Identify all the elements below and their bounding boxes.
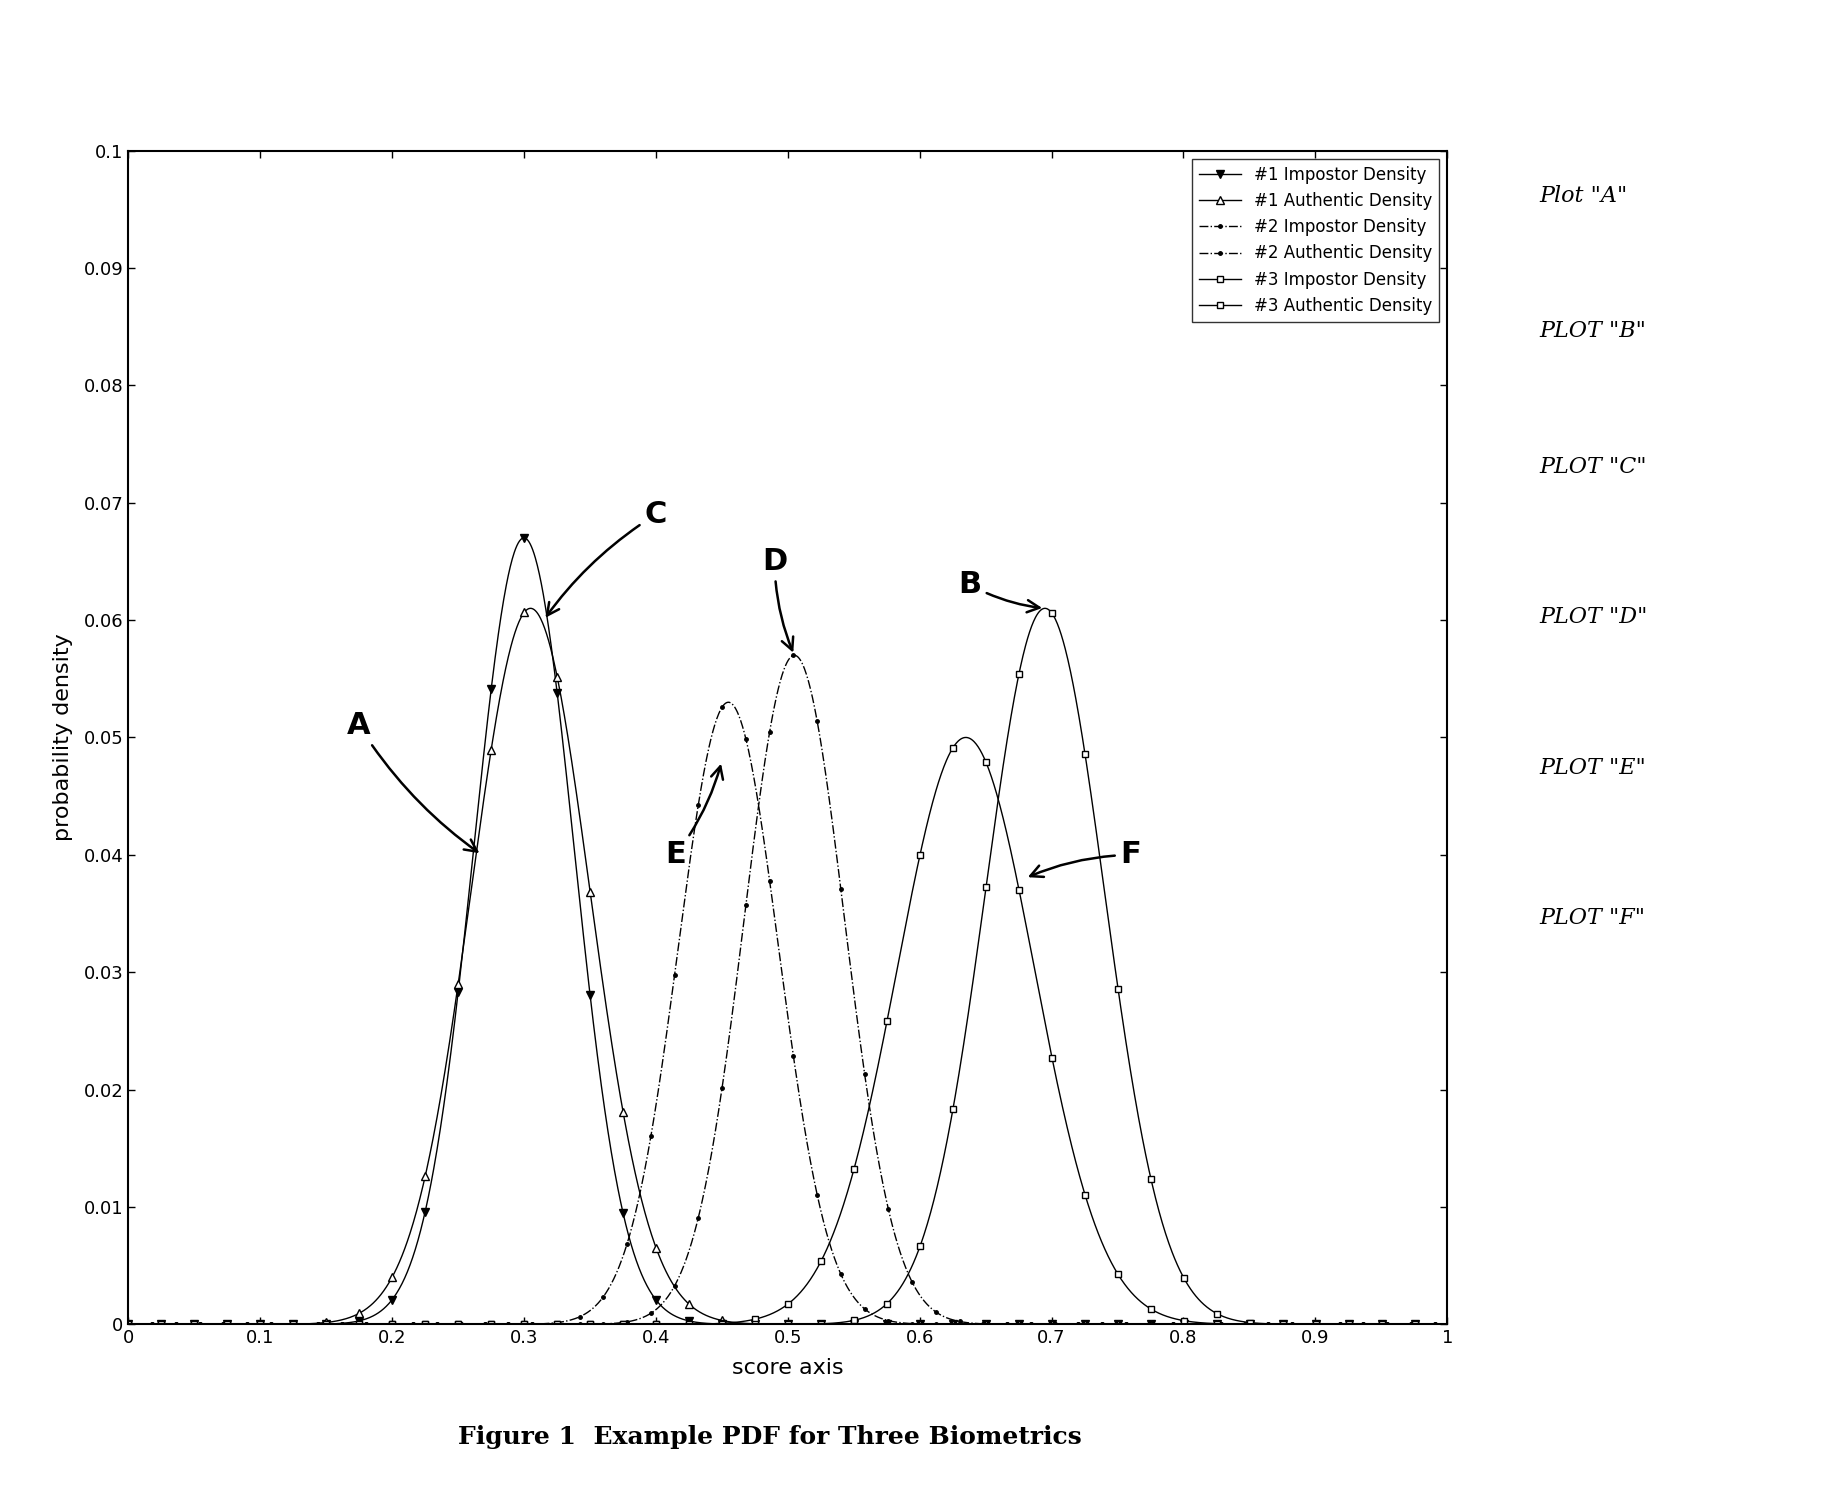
#2 Authentic Density (758, 722, 780, 740)
#3 Impostor Density (1398, 1315, 1420, 1333)
#2 Impostor Density (1156, 1315, 1178, 1333)
#3 Authentic Density (1033, 599, 1055, 617)
#3 Impostor Density (954, 728, 976, 746)
Text: PLOT "D": PLOT "D" (1539, 607, 1647, 628)
#2 Impostor Density (724, 698, 746, 716)
Line: #1 Authentic Density: #1 Authentic Density (125, 604, 1451, 1329)
#3 Impostor Density (758, 1305, 780, 1323)
#2 Impostor Density (758, 876, 780, 894)
Text: D: D (762, 546, 793, 650)
#1 Impostor Density (758, 1315, 780, 1333)
#1 Authentic Density (520, 599, 542, 617)
#1 Impostor Density (724, 1315, 746, 1333)
Text: PLOT "B": PLOT "B" (1539, 321, 1645, 342)
Text: B: B (958, 570, 1039, 613)
Text: F: F (1030, 840, 1141, 877)
#3 Authentic Density (1436, 1315, 1458, 1333)
Text: PLOT "C": PLOT "C" (1539, 456, 1647, 477)
Text: PLOT "F": PLOT "F" (1539, 908, 1645, 929)
#2 Authentic Density (1398, 1315, 1420, 1333)
#2 Impostor Density (117, 1315, 139, 1333)
#2 Impostor Density (1436, 1315, 1458, 1333)
#1 Impostor Density (117, 1315, 139, 1333)
Text: E: E (665, 766, 724, 870)
#1 Authentic Density (117, 1315, 139, 1333)
#3 Impostor Density (185, 1315, 207, 1333)
Legend: #1 Impostor Density, #1 Authentic Density, #2 Impostor Density, #2 Authentic Den: #1 Impostor Density, #1 Authentic Densit… (1193, 160, 1438, 322)
Line: #1 Impostor Density: #1 Impostor Density (125, 534, 1451, 1329)
#2 Authentic Density (1398, 1315, 1420, 1333)
Line: #2 Impostor Density: #2 Impostor Density (125, 698, 1451, 1327)
#3 Impostor Density (1156, 1308, 1178, 1326)
#1 Authentic Density (724, 1314, 746, 1332)
Line: #3 Authentic Density: #3 Authentic Density (125, 605, 1451, 1327)
#2 Impostor Density (185, 1315, 207, 1333)
#1 Impostor Density (1156, 1315, 1178, 1333)
Line: #2 Authentic Density: #2 Authentic Density (125, 652, 1451, 1327)
#1 Impostor Density (513, 528, 535, 546)
Y-axis label: probability density: probability density (53, 634, 73, 841)
#1 Impostor Density (1398, 1315, 1420, 1333)
#3 Impostor Density (117, 1315, 139, 1333)
#2 Impostor Density (1398, 1315, 1420, 1333)
#3 Authentic Density (185, 1315, 207, 1333)
#3 Authentic Density (1156, 1230, 1178, 1248)
#3 Authentic Density (758, 1315, 780, 1333)
#2 Impostor Density (718, 694, 740, 712)
#2 Authentic Density (185, 1315, 207, 1333)
#3 Impostor Density (1436, 1315, 1458, 1333)
#2 Authentic Density (782, 646, 804, 664)
#3 Authentic Density (1398, 1315, 1420, 1333)
#2 Authentic Density (117, 1315, 139, 1333)
#1 Authentic Density (1398, 1315, 1420, 1333)
#1 Authentic Density (1436, 1315, 1458, 1333)
#3 Authentic Density (117, 1315, 139, 1333)
#2 Impostor Density (1398, 1315, 1420, 1333)
#3 Authentic Density (724, 1315, 746, 1333)
#1 Impostor Density (1436, 1315, 1458, 1333)
#3 Impostor Density (724, 1314, 746, 1332)
#3 Impostor Density (1398, 1315, 1420, 1333)
Line: #3 Impostor Density: #3 Impostor Density (125, 734, 1451, 1327)
Text: C: C (548, 500, 667, 616)
#1 Authentic Density (1398, 1315, 1420, 1333)
#2 Authentic Density (1436, 1315, 1458, 1333)
#1 Authentic Density (1156, 1315, 1178, 1333)
#1 Authentic Density (758, 1315, 780, 1333)
X-axis label: score axis: score axis (733, 1359, 843, 1379)
#3 Authentic Density (1398, 1315, 1420, 1333)
#1 Impostor Density (1398, 1315, 1420, 1333)
Text: Figure 1  Example PDF for Three Biometrics: Figure 1 Example PDF for Three Biometric… (458, 1425, 1081, 1449)
#1 Impostor Density (185, 1315, 207, 1333)
#2 Authentic Density (1156, 1315, 1178, 1333)
#2 Authentic Density (724, 986, 746, 1004)
Text: PLOT "E": PLOT "E" (1539, 757, 1645, 778)
Text: Plot "A": Plot "A" (1539, 185, 1627, 206)
Text: A: A (348, 712, 476, 852)
#1 Authentic Density (185, 1315, 207, 1333)
